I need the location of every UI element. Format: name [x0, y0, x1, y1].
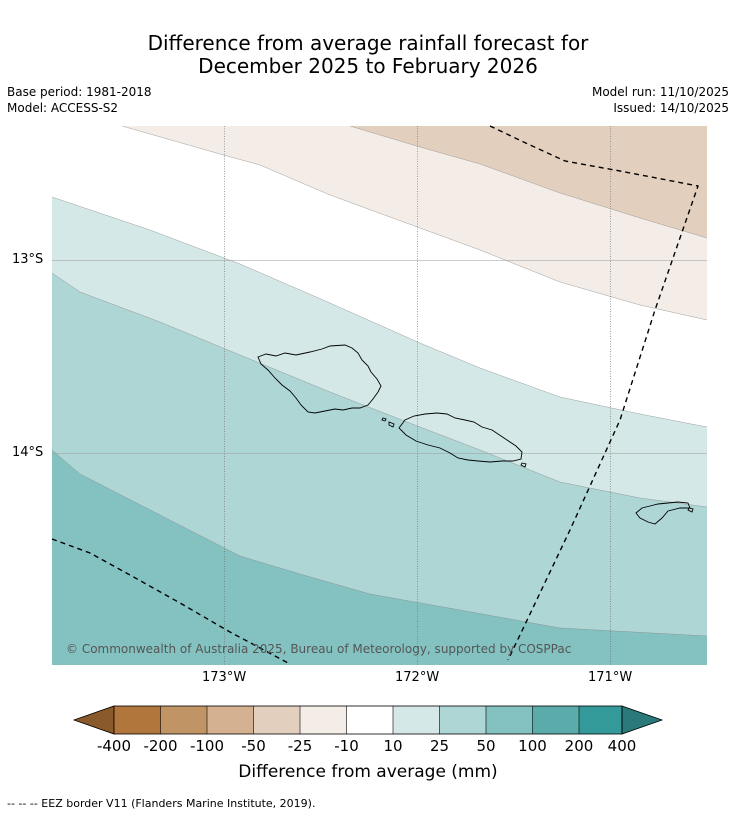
lat-label-14s: 14°S: [12, 445, 44, 460]
colorbar-tick: -25: [287, 737, 313, 755]
colorbar-extend-low: [72, 705, 115, 735]
colorbar: [72, 705, 664, 735]
colorbar-tick: -50: [241, 737, 266, 755]
colorbar-bin-11: [579, 706, 622, 734]
colorbar-bin-4: [253, 706, 300, 734]
colorbar-tick: 10: [383, 737, 403, 755]
colorbar-tick: 400: [607, 737, 637, 755]
upolu-island: [398, 412, 523, 463]
lat-label-13s: 13°S: [12, 252, 44, 267]
colorbar-bin-3: [207, 706, 254, 734]
colorbar-bin-2: [160, 706, 207, 734]
upolu-east-islet: [520, 462, 527, 468]
colorbar-bin-5: [300, 706, 347, 734]
band-minus-50-to-minus-25: [350, 126, 707, 238]
colorbar-bin-6: [346, 706, 393, 734]
band-minus-25-to-minus-10: [122, 126, 707, 320]
colorbar-label: Difference from average (mm): [238, 762, 498, 782]
anomaly-bands: [52, 126, 707, 665]
coastlines: [257, 344, 694, 525]
manono-islet: [388, 421, 395, 428]
graticule: [52, 126, 707, 665]
base-period: Base period: 1981-2018: [7, 85, 152, 99]
issued-date: Issued: 14/10/2025: [613, 101, 729, 115]
colorbar-bin-1: [114, 706, 161, 734]
colorbar-bin-8: [439, 706, 486, 734]
colorbar-tick: -10: [334, 737, 359, 755]
copyright-notice: © Commonwealth of Australia 2025, Bureau…: [66, 642, 572, 656]
band-50-to-100: [52, 450, 707, 665]
eez-legend: -- -- -- EEZ border V11 (Flanders Marine…: [7, 797, 316, 810]
lon-label-172w: 172°W: [395, 670, 440, 685]
colorbar-tick: -400: [96, 737, 132, 755]
colorbar-tick: 50: [476, 737, 496, 755]
aunuu-islet: [687, 507, 694, 513]
map-title-line-1: Difference from average rainfall forecas…: [147, 31, 589, 55]
map-title-line-2: December 2025 to February 2026: [198, 54, 538, 78]
colorbar-bin-9: [486, 706, 533, 734]
savaii-island: [257, 344, 382, 414]
eez-border: [51, 125, 699, 665]
lon-label-171w: 171°W: [588, 670, 633, 685]
colorbar-bin-7: [393, 706, 440, 734]
colorbar-bin-10: [532, 706, 579, 734]
colorbar-tick: 25: [429, 737, 450, 755]
colorbar-dividers: [160, 706, 580, 734]
model-run: Model run: 11/10/2025: [591, 85, 729, 99]
colorbar-tick: 200: [564, 737, 594, 755]
colorbar-frame: [113, 705, 623, 735]
colorbar-tick: -100: [189, 737, 225, 755]
lon-label-173w: 173°W: [202, 670, 247, 685]
colorbar-tick: -200: [143, 737, 178, 755]
colorbar-extend-high: [621, 705, 664, 735]
model-name: Model: ACCESS-S2: [7, 101, 119, 115]
apolima-islet: [381, 417, 387, 422]
colorbar-tick: 100: [518, 737, 547, 755]
